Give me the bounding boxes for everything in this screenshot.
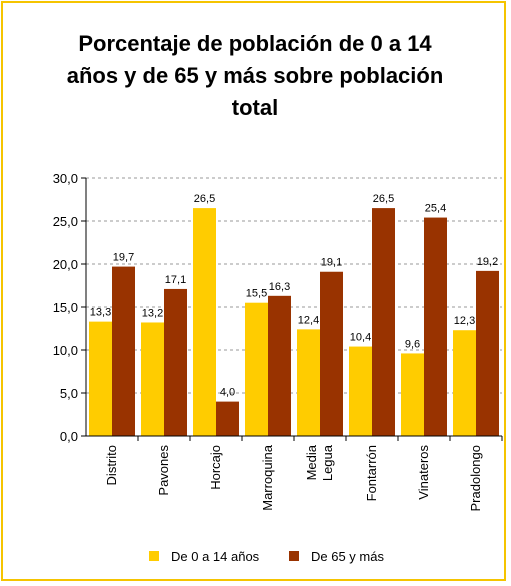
chart-title: Porcentaje de población de 0 a 14 años y… xyxy=(66,31,444,120)
bar-65-plus xyxy=(216,401,239,436)
bar-65-plus xyxy=(320,271,343,436)
bar-65-plus xyxy=(372,208,395,436)
data-label: 19,2 xyxy=(477,256,498,268)
y-tick-label: 10,0 xyxy=(53,343,78,358)
legend-swatch xyxy=(149,551,159,561)
data-label: 17,1 xyxy=(165,274,186,286)
data-label: 13,3 xyxy=(90,307,111,319)
legend-label: De 0 a 14 años xyxy=(171,549,260,564)
y-tick-label: 30,0 xyxy=(53,171,78,186)
data-label: 15,5 xyxy=(246,288,267,300)
bar-65-plus xyxy=(112,266,135,436)
y-tick-label: 15,0 xyxy=(53,300,78,315)
x-tick-label: Distrito xyxy=(104,445,119,485)
data-label: 26,5 xyxy=(373,193,394,205)
data-label: 19,1 xyxy=(321,257,342,269)
bar-65-plus xyxy=(164,288,187,436)
bar-0-14 xyxy=(193,208,216,436)
y-tick-label: 25,0 xyxy=(53,214,78,229)
bars xyxy=(89,208,499,436)
legend-label: De 65 y más xyxy=(311,549,384,564)
x-tick-label: MediaLegua xyxy=(304,444,335,481)
bar-0-14 xyxy=(401,353,424,436)
y-tick-label: 0,0 xyxy=(60,429,78,444)
data-label: 16,3 xyxy=(269,281,290,293)
data-label: 4,0 xyxy=(220,387,235,399)
bar-0-14 xyxy=(297,329,320,436)
x-tick-label: Pavones xyxy=(156,445,171,496)
data-label: 26,5 xyxy=(194,193,215,205)
x-tick-label: Fontarrón xyxy=(364,445,379,501)
data-label: 19,7 xyxy=(113,252,134,264)
bar-0-14 xyxy=(349,346,372,436)
legend-swatch xyxy=(289,551,299,561)
bar-65-plus xyxy=(424,217,447,436)
x-tick-label: Horcajo xyxy=(208,445,223,490)
y-tick-label: 20,0 xyxy=(53,257,78,272)
bar-65-plus xyxy=(476,270,499,436)
chart-frame xyxy=(1,1,506,581)
data-label: 9,6 xyxy=(405,338,420,350)
data-label: 25,4 xyxy=(425,203,446,215)
x-tick-label: Marroquina xyxy=(260,444,275,511)
data-label: 13,2 xyxy=(142,307,163,319)
bar-65-plus xyxy=(268,295,291,436)
x-tick-label: Pradolongo xyxy=(468,445,483,512)
data-label: 12,4 xyxy=(298,314,319,326)
y-tick-label: 5,0 xyxy=(60,386,78,401)
data-label: 10,4 xyxy=(350,332,371,344)
axes: 0,0 5,0 10,0 15,0 20,0 25,0 30,0 Distrito Pavone… xyxy=(53,171,503,512)
bar-0-14 xyxy=(453,330,476,436)
data-labels: 13,3 19,7 13,2 17,1 26,5 4,0 15,516,3 12,4 19,1 1… xyxy=(90,193,498,399)
bar-0-14 xyxy=(141,322,164,436)
bar-0-14 xyxy=(89,321,112,436)
legend: De 0 a 14 años De 65 y más xyxy=(149,549,384,564)
data-label: 12,3 xyxy=(454,315,475,327)
bar-0-14 xyxy=(245,302,268,436)
x-tick-label: Vinateros xyxy=(416,445,431,500)
